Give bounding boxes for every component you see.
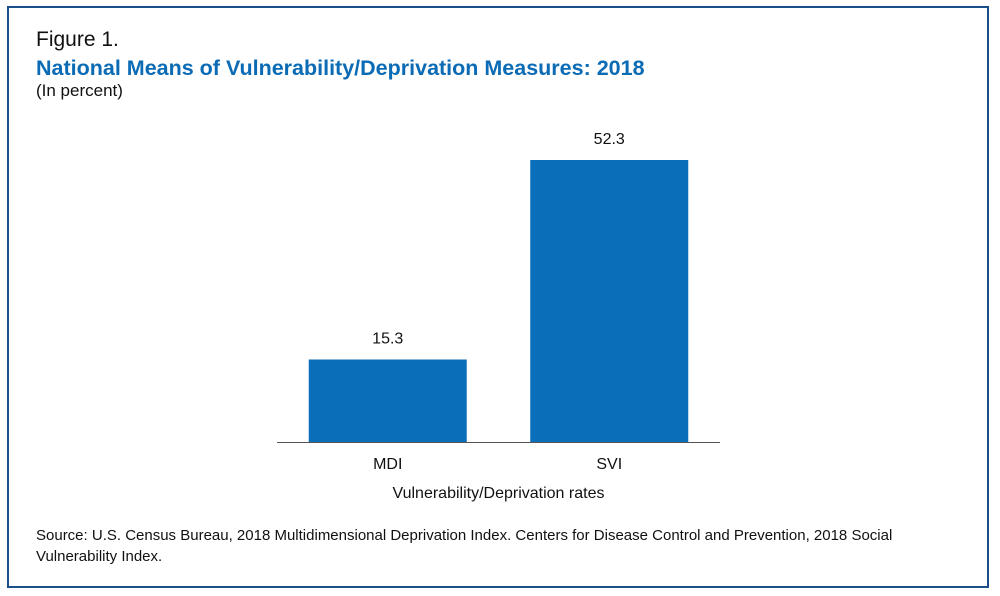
bar-svi <box>530 160 689 442</box>
chart-subtitle: (In percent) <box>36 81 123 100</box>
figure-frame <box>7 6 989 588</box>
x-axis-label: Vulnerability/Deprivation rates <box>393 485 605 502</box>
x-tick-label-svi: SVI <box>596 456 622 473</box>
bars-group <box>308 160 689 442</box>
bar-mdi <box>308 359 467 442</box>
data-label-mdi: 15.3 <box>372 331 403 348</box>
x-tick-label-mdi: MDI <box>373 456 402 473</box>
source-note: Source: U.S. Census Bureau, 2018 Multidi… <box>36 527 893 565</box>
data-label-svi: 52.3 <box>594 131 625 148</box>
figure-label: Figure 1. <box>36 28 119 51</box>
chart-title: National Means of Vulnerability/Deprivat… <box>36 56 645 80</box>
